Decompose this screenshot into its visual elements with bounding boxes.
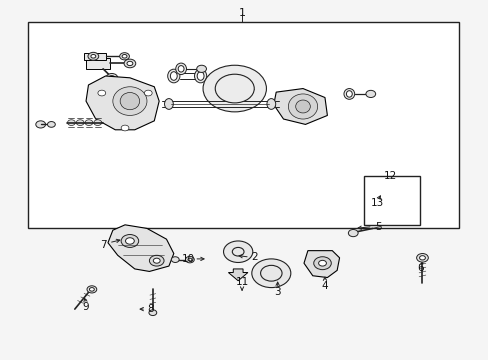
Ellipse shape [346, 91, 351, 97]
Circle shape [91, 54, 96, 58]
Circle shape [187, 258, 191, 261]
Circle shape [47, 122, 55, 127]
Circle shape [89, 288, 94, 291]
Circle shape [106, 73, 118, 82]
Ellipse shape [178, 66, 183, 72]
Circle shape [88, 52, 99, 60]
Circle shape [125, 238, 134, 244]
Text: 1: 1 [238, 8, 245, 18]
Ellipse shape [164, 99, 173, 109]
Circle shape [144, 90, 152, 96]
Circle shape [419, 256, 425, 260]
Bar [363, 176, 419, 225]
Circle shape [122, 54, 127, 58]
Circle shape [94, 120, 102, 126]
Circle shape [223, 241, 252, 262]
Polygon shape [108, 225, 173, 271]
Ellipse shape [295, 100, 310, 113]
Polygon shape [304, 251, 339, 278]
Circle shape [232, 247, 244, 256]
Ellipse shape [120, 93, 140, 110]
Circle shape [185, 256, 194, 263]
Polygon shape [83, 53, 105, 60]
Circle shape [127, 61, 133, 66]
Circle shape [120, 53, 129, 60]
Ellipse shape [175, 63, 186, 75]
Circle shape [383, 197, 390, 203]
Circle shape [404, 196, 413, 203]
Circle shape [347, 229, 357, 237]
Circle shape [85, 120, 93, 126]
Polygon shape [86, 76, 159, 130]
Polygon shape [273, 89, 327, 125]
Ellipse shape [170, 72, 177, 80]
Circle shape [149, 255, 163, 266]
Ellipse shape [288, 94, 317, 119]
Circle shape [98, 90, 105, 96]
Circle shape [379, 194, 394, 206]
Text: 7: 7 [100, 239, 106, 249]
Circle shape [365, 90, 375, 98]
Circle shape [215, 74, 254, 103]
Circle shape [109, 76, 115, 80]
Text: 5: 5 [374, 222, 381, 231]
Text: 13: 13 [370, 198, 384, 208]
Circle shape [76, 120, 84, 126]
Ellipse shape [343, 89, 354, 99]
Text: 6: 6 [417, 263, 424, 273]
Ellipse shape [264, 270, 278, 277]
Text: 12: 12 [384, 171, 397, 181]
Circle shape [260, 265, 282, 281]
Circle shape [67, 120, 75, 126]
Circle shape [416, 253, 427, 262]
Text: 2: 2 [251, 252, 258, 262]
Polygon shape [86, 58, 110, 69]
Bar [27, 22, 458, 228]
Text: 10: 10 [182, 254, 195, 264]
Circle shape [171, 257, 179, 262]
Circle shape [87, 286, 97, 293]
Polygon shape [228, 269, 247, 281]
Text: 11: 11 [235, 277, 248, 287]
Circle shape [153, 258, 160, 263]
Circle shape [149, 310, 157, 316]
Ellipse shape [266, 99, 275, 109]
Circle shape [251, 259, 290, 288]
Circle shape [124, 59, 136, 68]
Circle shape [196, 65, 206, 72]
Circle shape [203, 65, 266, 112]
Ellipse shape [194, 69, 206, 83]
Ellipse shape [113, 87, 147, 116]
Circle shape [36, 121, 45, 128]
Ellipse shape [167, 69, 180, 83]
Circle shape [121, 234, 139, 247]
Ellipse shape [197, 72, 203, 80]
Text: 9: 9 [82, 302, 89, 312]
Text: 8: 8 [147, 304, 154, 314]
Text: 3: 3 [274, 287, 281, 297]
Circle shape [313, 257, 330, 270]
Circle shape [121, 125, 129, 131]
Circle shape [318, 260, 326, 266]
Text: 4: 4 [321, 281, 327, 291]
